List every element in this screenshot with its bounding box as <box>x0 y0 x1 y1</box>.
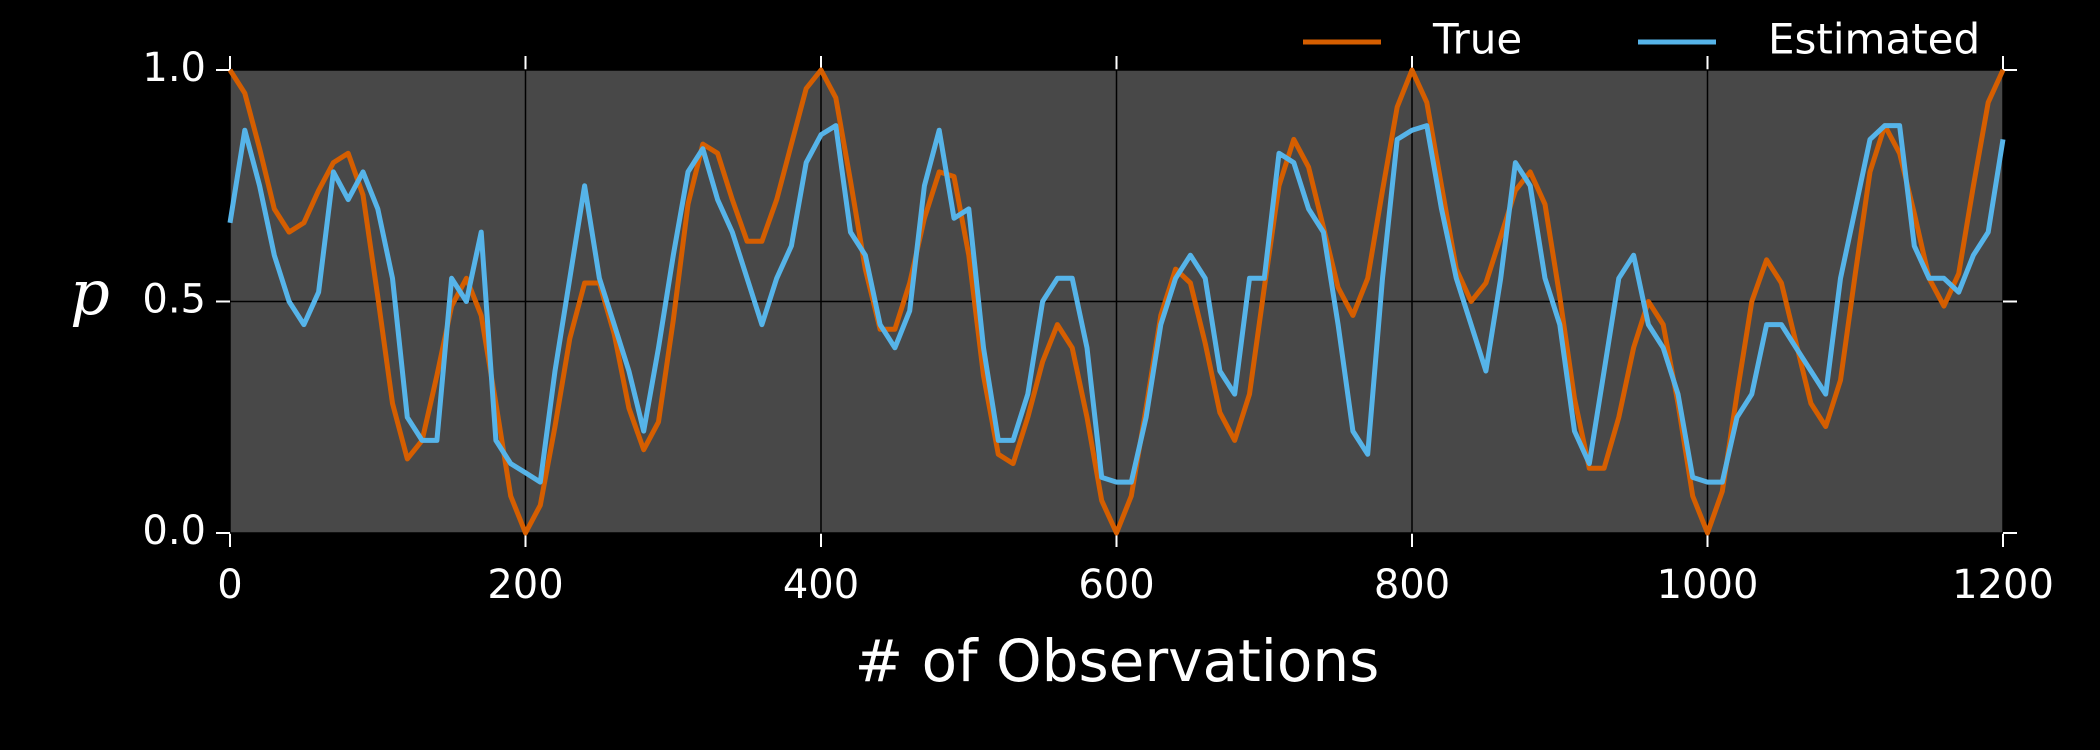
series-line <box>227 123 2006 485</box>
x-tick-label: 1200 <box>1952 562 2054 608</box>
x-tick-label: 400 <box>783 562 859 608</box>
series-line <box>227 67 2006 536</box>
x-tick-label: 0 <box>217 562 242 608</box>
x-tick-label: 1000 <box>1657 562 1759 608</box>
y-tick-label: 0.5 <box>142 277 206 323</box>
y-tick-label: 1.0 <box>142 45 206 91</box>
y-tick-label: 0.0 <box>142 508 206 554</box>
x-tick-label: 200 <box>487 562 563 608</box>
legend-label: Estimated <box>1768 15 1980 64</box>
y-axis-label: p <box>70 256 110 329</box>
x-tick-label: 600 <box>1078 562 1154 608</box>
x-axis-label: # of Observations <box>855 627 1380 695</box>
x-tick-label: 800 <box>1374 562 1450 608</box>
legend-label: True <box>1432 15 1522 64</box>
